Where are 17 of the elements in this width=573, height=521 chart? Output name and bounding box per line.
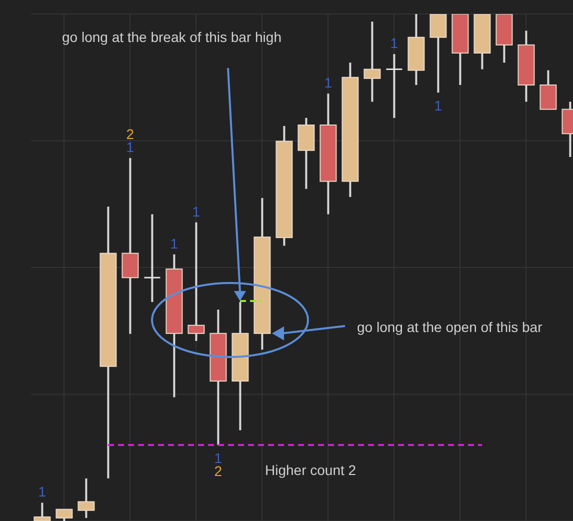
candlestick	[78, 477, 95, 519]
text: 1	[38, 484, 46, 500]
candlestick	[56, 508, 73, 521]
candlestick	[430, 14, 447, 94]
text: 1	[170, 235, 178, 252]
candlestick	[143, 213, 161, 303]
text: 1	[434, 98, 442, 114]
annotation: go long at the break of this bar high	[62, 29, 282, 45]
candlestick	[364, 20, 381, 103]
text: 1	[324, 74, 332, 91]
candlestick	[188, 221, 205, 342]
candlestick	[34, 502, 51, 521]
candlestick	[385, 53, 403, 119]
text: 1	[192, 203, 200, 220]
annotation: Higher count 2	[265, 462, 356, 478]
annotation: go long at the open of this bar	[357, 319, 542, 335]
text: 1	[390, 35, 398, 52]
